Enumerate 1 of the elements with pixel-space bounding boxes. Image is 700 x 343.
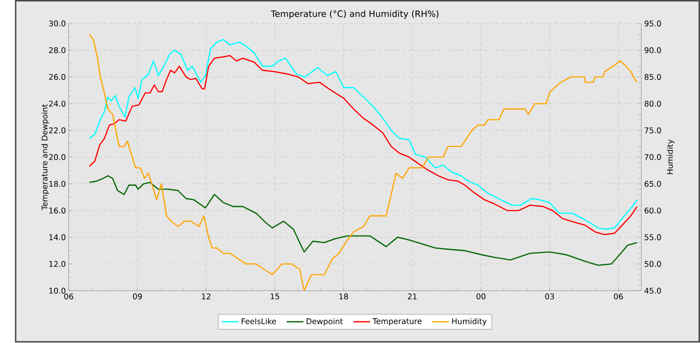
chart-title: Temperature (°C) and Humidity (RH%) xyxy=(270,10,438,19)
